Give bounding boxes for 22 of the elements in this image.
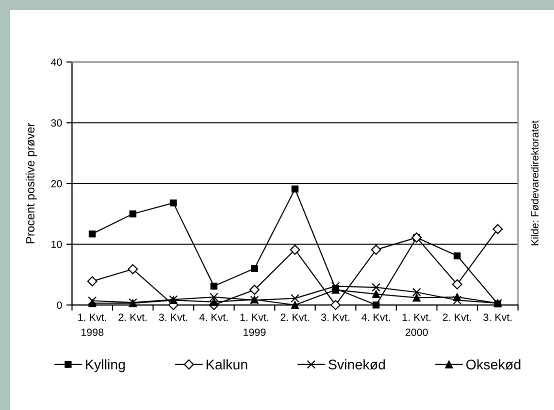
y-tick-label: 40 [50,58,62,66]
y-axis-title: Procent positive prøver [26,123,37,244]
y-tick-label: 10 [51,240,62,248]
x-tick-label: 1. Kvt. 2000 [402,314,430,336]
legend-label: Kylling [86,359,125,372]
x-tick-label: 2. Kvt. [280,314,309,321]
x-tick-label: 3. Kvt. [483,314,512,321]
text: Kilde: Fødevaredirektoratet [530,120,539,246]
x-tick-label: 2. Kvt. [118,314,147,321]
x-tick-label: 4. Kvt. [199,314,228,321]
y-tick-label: 20 [51,180,62,188]
y-tick-label: 0 [56,302,62,309]
y-tick-label: 30 [51,119,62,127]
x-tick-label: 1. Kvt. 1999 [240,314,268,336]
x-tick-label: 4. Kvt. [362,314,390,321]
x-tick-label: 1. Kvt. 1998 [78,314,106,336]
legend-label: Kalkun [206,359,248,370]
x-tick-label: 3. Kvt. [159,314,188,321]
x-tick-label: 2. Kvt. [442,314,471,321]
legend-label: Svinekød [328,359,385,370]
legend-label: Oksekød [466,359,520,370]
x-tick-label: 3. Kvt. [321,314,350,321]
